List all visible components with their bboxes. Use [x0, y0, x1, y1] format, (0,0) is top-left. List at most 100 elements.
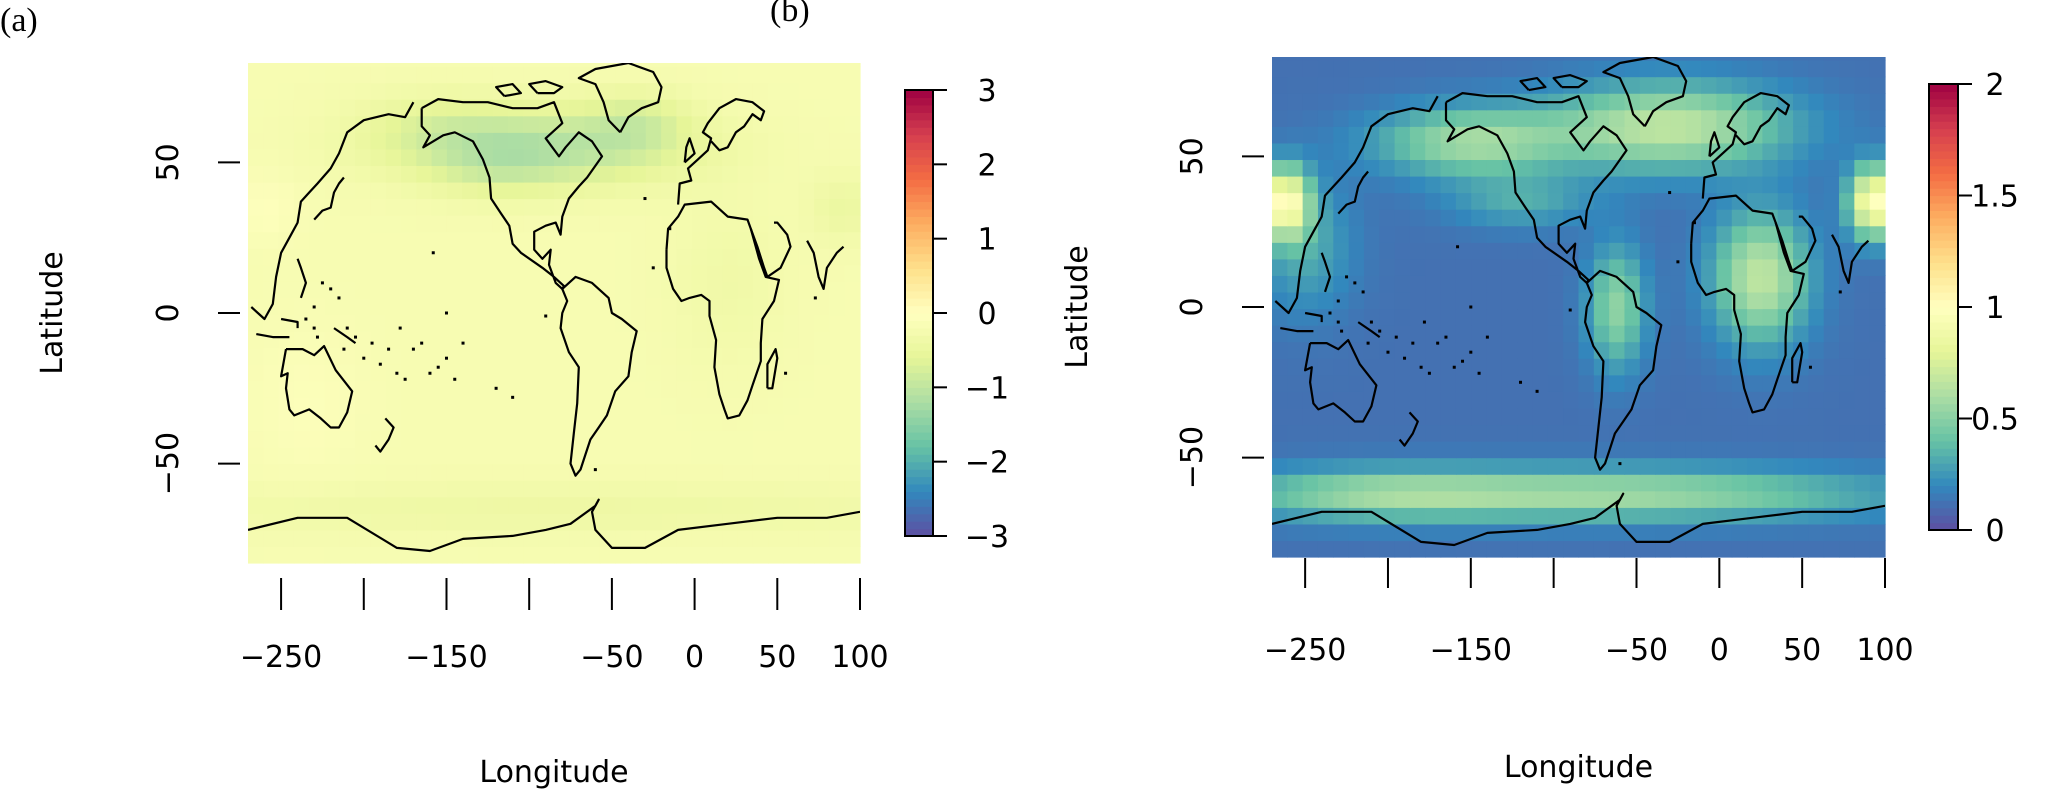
heatmap-cell — [1869, 60, 1886, 78]
heatmap-cell — [1808, 424, 1825, 442]
heatmap-cell — [1716, 441, 1733, 459]
heatmap-cell — [737, 297, 754, 316]
heatmap-cell — [1440, 159, 1457, 177]
heatmap-cell — [1471, 441, 1488, 459]
heatmap-cell — [309, 115, 326, 133]
heatmap-cell — [1471, 358, 1488, 376]
colorbar-tick-label: −2 — [965, 446, 1009, 481]
heatmap-cell — [1701, 109, 1718, 127]
heatmap-cell — [1685, 60, 1702, 78]
heatmap-cell — [1455, 407, 1472, 426]
colorbar-tick-label: 2 — [977, 148, 996, 183]
heatmap-cell — [768, 99, 785, 117]
heatmap-cell — [1777, 424, 1794, 442]
heatmap-cell — [1425, 325, 1442, 343]
heatmap-cell — [370, 165, 387, 183]
colorbar-segment — [905, 491, 933, 500]
heatmap-cell — [446, 364, 463, 382]
heatmap-cell — [691, 281, 708, 299]
heatmap-cell — [1793, 109, 1809, 127]
heatmap-cell — [814, 297, 830, 316]
heatmap-cell — [1578, 60, 1595, 78]
heatmap-cell — [1348, 424, 1365, 442]
heatmap-cell — [1655, 391, 1672, 409]
heatmap-cell — [1624, 242, 1641, 260]
heatmap-cell — [1532, 142, 1549, 161]
heatmap-cell — [1563, 225, 1580, 243]
heatmap-cell — [1317, 142, 1334, 161]
colorbar-segment — [1929, 336, 1958, 345]
heatmap-cell — [1547, 192, 1564, 210]
heatmap-cell — [538, 63, 555, 67]
heatmap-cell — [278, 314, 295, 332]
heatmap-cell — [416, 347, 433, 365]
heatmap-cell — [814, 546, 830, 564]
heatmap-cell — [1777, 507, 1794, 525]
heatmap-cell — [1440, 325, 1457, 343]
heatmap-cell — [1333, 358, 1350, 376]
heatmap-cell — [324, 215, 341, 233]
heatmap-cell — [248, 264, 264, 282]
heatmap-cell — [538, 198, 555, 216]
heatmap-cell — [1869, 441, 1886, 459]
heatmap-cell — [248, 397, 264, 415]
heatmap-cell — [768, 165, 785, 183]
heatmap-cell — [446, 165, 463, 183]
heatmap-cell — [1854, 424, 1871, 442]
heatmap-cell — [1379, 142, 1396, 161]
heatmap-cell — [1440, 175, 1457, 194]
heatmap-cell — [1409, 142, 1426, 161]
heatmap-cell — [737, 63, 754, 67]
heatmap-cell — [278, 115, 295, 133]
heatmap-cell — [707, 463, 723, 481]
heatmap-cell — [1333, 341, 1350, 359]
heatmap-cell — [1593, 308, 1610, 326]
heatmap-cell — [1777, 523, 1794, 542]
colorbar-segment — [905, 320, 933, 329]
heatmap-cell — [676, 430, 693, 448]
heatmap-cell — [355, 181, 371, 200]
heatmap-cell — [355, 463, 371, 481]
heatmap-cell — [1272, 275, 1288, 293]
heatmap-cell — [814, 347, 830, 365]
heatmap-cell — [324, 331, 341, 349]
heatmap-cell — [293, 513, 310, 531]
heatmap-cell — [630, 546, 647, 564]
heatmap-cell — [1639, 325, 1656, 343]
heatmap-cell — [1823, 358, 1840, 376]
heatmap-cell — [752, 546, 769, 564]
heatmap-cell — [431, 165, 448, 183]
heatmap-cell — [1747, 242, 1763, 260]
heatmap-cell — [1639, 225, 1656, 243]
heatmap-cell — [722, 496, 739, 514]
heatmap-cell — [1624, 507, 1641, 525]
heatmap-cell — [1486, 275, 1503, 293]
heatmap-cell — [1471, 60, 1488, 78]
heatmap-cell — [1808, 441, 1825, 459]
heatmap-cell — [385, 215, 402, 233]
heatmap-cell — [477, 63, 494, 67]
heatmap-cell — [1532, 407, 1549, 426]
heatmap-cell — [1747, 159, 1763, 177]
heatmap-cell — [401, 513, 417, 531]
heatmap-cell — [1333, 258, 1350, 276]
heatmap-cell — [477, 115, 494, 133]
heatmap-cell — [615, 231, 632, 249]
heatmap-cell — [1869, 457, 1886, 475]
heatmap-cell — [1670, 441, 1687, 459]
heatmap-cell — [324, 198, 341, 216]
heatmap-cell — [783, 264, 800, 282]
colorbar-segment — [1929, 91, 1958, 100]
heatmap-cell — [707, 82, 723, 100]
heatmap-cell — [462, 347, 479, 365]
heatmap-cell — [370, 297, 387, 316]
colorbar-segment — [1929, 433, 1958, 442]
heatmap-cell — [1655, 507, 1672, 525]
heatmap-cell — [1379, 275, 1396, 293]
heatmap-cell — [1624, 209, 1641, 227]
heatmap-cell — [798, 82, 815, 100]
heatmap-cell — [401, 347, 417, 365]
island-dot — [1422, 320, 1426, 324]
heatmap-cell — [416, 529, 433, 548]
